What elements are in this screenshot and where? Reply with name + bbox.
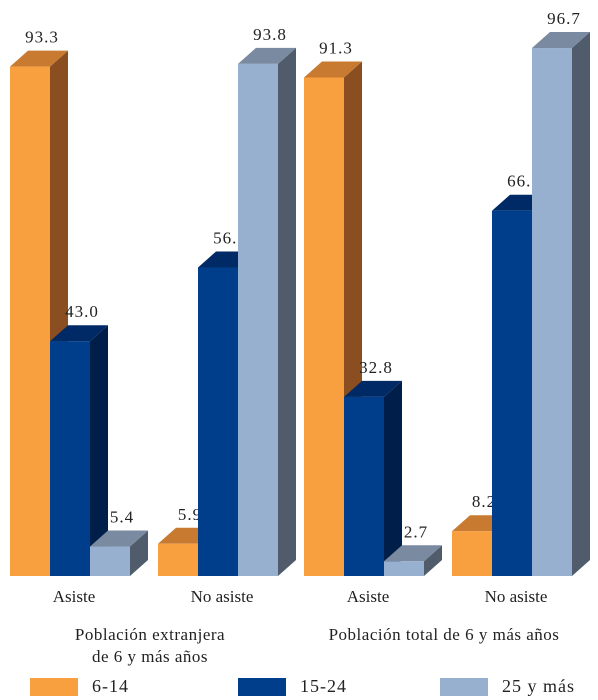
- bar-extranjera-asiste-15-24: [50, 341, 90, 576]
- legend-item-15-24: 15-24: [238, 676, 347, 697]
- legend-swatch-15-24: [238, 677, 286, 696]
- bar-top-total-asiste-6-14: [304, 61, 362, 78]
- bar-top-extranjera-asiste-15-24: [50, 325, 108, 342]
- bar-top-extranjera-asiste-6-14: [10, 50, 68, 67]
- value-label-extranjera-asiste-15-24: 43.0: [65, 302, 99, 321]
- bar-extranjera-no-asiste-15-24: [198, 267, 238, 576]
- bar-side-total-asiste-25-y-mas: [424, 545, 442, 576]
- bar-side-extranjera-asiste-15-24: [90, 325, 108, 576]
- value-label-extranjera-no-asiste-25-y-mas: 93.8: [253, 25, 287, 44]
- value-label-total-asiste-6-14: 91.3: [319, 39, 353, 58]
- category-label-total-no-asiste: No asiste: [485, 587, 548, 606]
- value-label-total-asiste-15-24: 32.8: [359, 358, 393, 377]
- bar-top-extranjera-asiste-25-y-mas: [90, 530, 148, 547]
- bar-total-no-asiste-25-y-mas: [532, 48, 572, 576]
- legend-item-6-14: 6-14: [30, 676, 129, 697]
- value-label-extranjera-no-asiste-6-14: 5.9: [178, 505, 202, 524]
- value-label-total-asiste-25-y-mas: 2.7: [404, 522, 428, 541]
- legend-item-25-y-mas: 25 y más: [440, 676, 575, 697]
- panel-title-extranjera-line-1: Población extranjera: [75, 625, 225, 644]
- panel-title-total-line-1: Población total de 6 y más años: [329, 625, 560, 644]
- value-label-extranjera-asiste-25-y-mas: 5.4: [110, 508, 134, 527]
- bar-side-total-asiste-15-24: [384, 380, 402, 576]
- value-label-extranjera-asiste-6-14: 93.3: [25, 28, 59, 47]
- category-label-extranjera-asiste: Asiste: [53, 587, 96, 606]
- legend-label-15-24: 15-24: [300, 676, 347, 696]
- legend-swatch-6-14: [30, 677, 78, 696]
- category-label-extranjera-no-asiste: No asiste: [191, 587, 254, 606]
- legend-swatch-25-y-mas: [440, 677, 488, 696]
- bar-top-total-asiste-15-24: [344, 380, 402, 397]
- panel-title-extranjera-line-2: de 6 y más años: [92, 647, 208, 666]
- bar-total-asiste-15-24: [344, 396, 384, 576]
- bar-chart: 93.3 43.0 5.4 Asiste 5.9 56.5 93.8 No asiste Pob…: [10, 9, 590, 666]
- bar-extranjera-no-asiste-25-y-mas: [238, 63, 278, 577]
- legend: 6-14 15-24 25 y más: [0, 676, 598, 700]
- bar-top-extranjera-no-asiste-25-y-mas: [238, 47, 296, 64]
- bar-total-asiste-6-14: [304, 77, 344, 576]
- value-label-total-no-asiste-25-y-mas: 96.7: [547, 9, 581, 28]
- category-label-total-asiste: Asiste: [347, 587, 390, 606]
- bar-total-no-asiste-15-24: [492, 210, 532, 576]
- bar-side-total-no-asiste-25-y-mas: [572, 32, 590, 576]
- bar-extranjera-no-asiste-6-14: [158, 543, 198, 576]
- bar-total-no-asiste-6-14: [452, 531, 492, 576]
- bar-side-extranjera-no-asiste-25-y-mas: [278, 47, 296, 577]
- value-label-total-no-asiste-15-24: 66.9: [507, 172, 541, 191]
- legend-label-6-14: 6-14: [92, 676, 129, 696]
- bar-extranjera-asiste-6-14: [10, 66, 50, 576]
- bar-side-extranjera-asiste-25-y-mas: [130, 530, 148, 576]
- legend-label-25-y-mas: 25 y más: [502, 676, 575, 696]
- bar-total-asiste-25-y-mas: [384, 561, 424, 576]
- bar-top-total-no-asiste-25-y-mas: [532, 32, 590, 49]
- bar-extranjera-asiste-25-y-mas: [90, 546, 130, 576]
- bar-top-total-asiste-25-y-mas: [384, 545, 442, 562]
- value-label-total-no-asiste-6-14: 8.2: [472, 492, 496, 511]
- value-label-extranjera-no-asiste-15-24: 56.5: [213, 229, 247, 248]
